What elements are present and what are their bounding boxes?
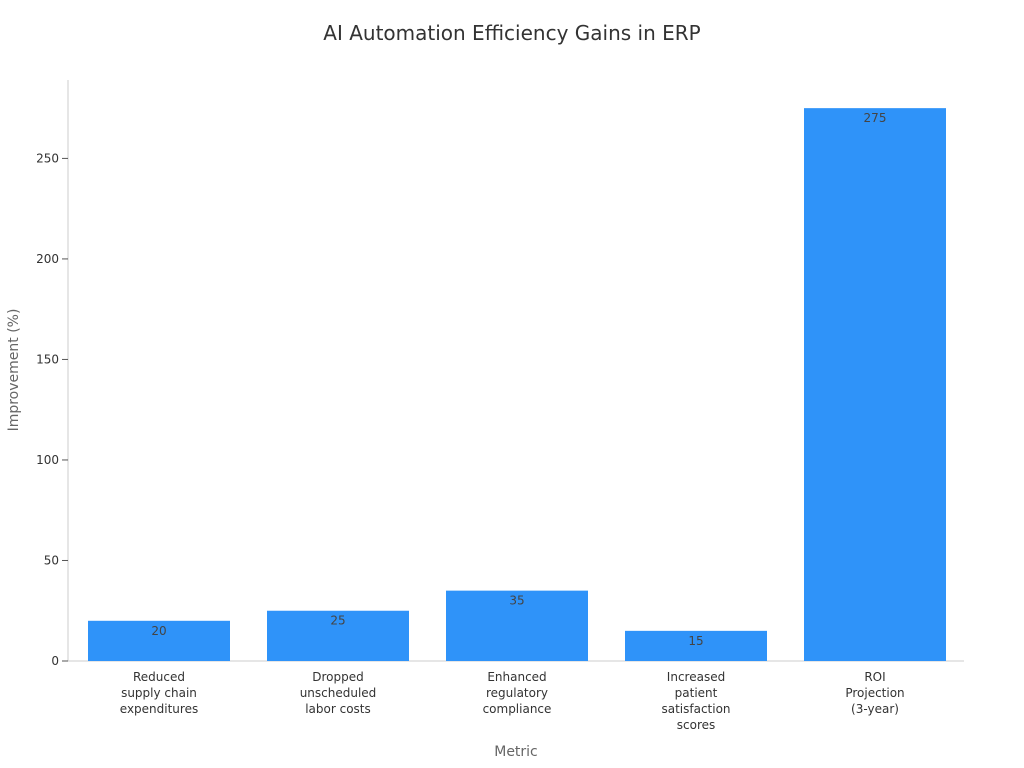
x-tick-label: Dropped unscheduled labor costs — [300, 670, 377, 716]
bar — [267, 610, 409, 661]
x-axis-title: Metric — [494, 744, 538, 760]
y-tick-label: 200 — [36, 252, 59, 266]
bars — [88, 108, 946, 662]
x-tick-label: Reduced supply chain expenditures — [120, 670, 198, 716]
chart-title: AI Automation Efficiency Gains in ERP — [323, 21, 700, 45]
y-tick-label: 150 — [36, 352, 59, 366]
y-axis-title: Improvement (%) — [6, 309, 22, 432]
bar-data-label: 25 — [330, 614, 345, 628]
bar-data-labels: 20 25 35 15 275 — [151, 111, 886, 648]
bar — [88, 620, 230, 661]
y-tick-label: 250 — [36, 151, 59, 165]
y-tick-label: 50 — [44, 553, 59, 567]
bar-data-label: 15 — [688, 634, 703, 648]
x-axis-category-labels: Reduced supply chain expenditures Dropped un… — [120, 670, 905, 732]
bar-data-label: 35 — [509, 594, 524, 608]
bar — [625, 630, 767, 661]
x-tick-label: ROI Projection (3-year) — [845, 670, 904, 716]
y-axis-ticks: 0 50 100 150 200 250 — [36, 151, 68, 668]
bar — [446, 590, 588, 661]
y-tick-label: 100 — [36, 453, 59, 467]
bar-data-label: 20 — [151, 624, 166, 638]
bar-data-label: 275 — [864, 111, 887, 125]
x-tick-label: Increased patient satisfaction scores — [661, 670, 730, 732]
bar — [804, 108, 946, 662]
x-tick-label: Enhanced regulatory compliance — [483, 670, 552, 716]
y-tick-label: 0 — [51, 654, 59, 668]
